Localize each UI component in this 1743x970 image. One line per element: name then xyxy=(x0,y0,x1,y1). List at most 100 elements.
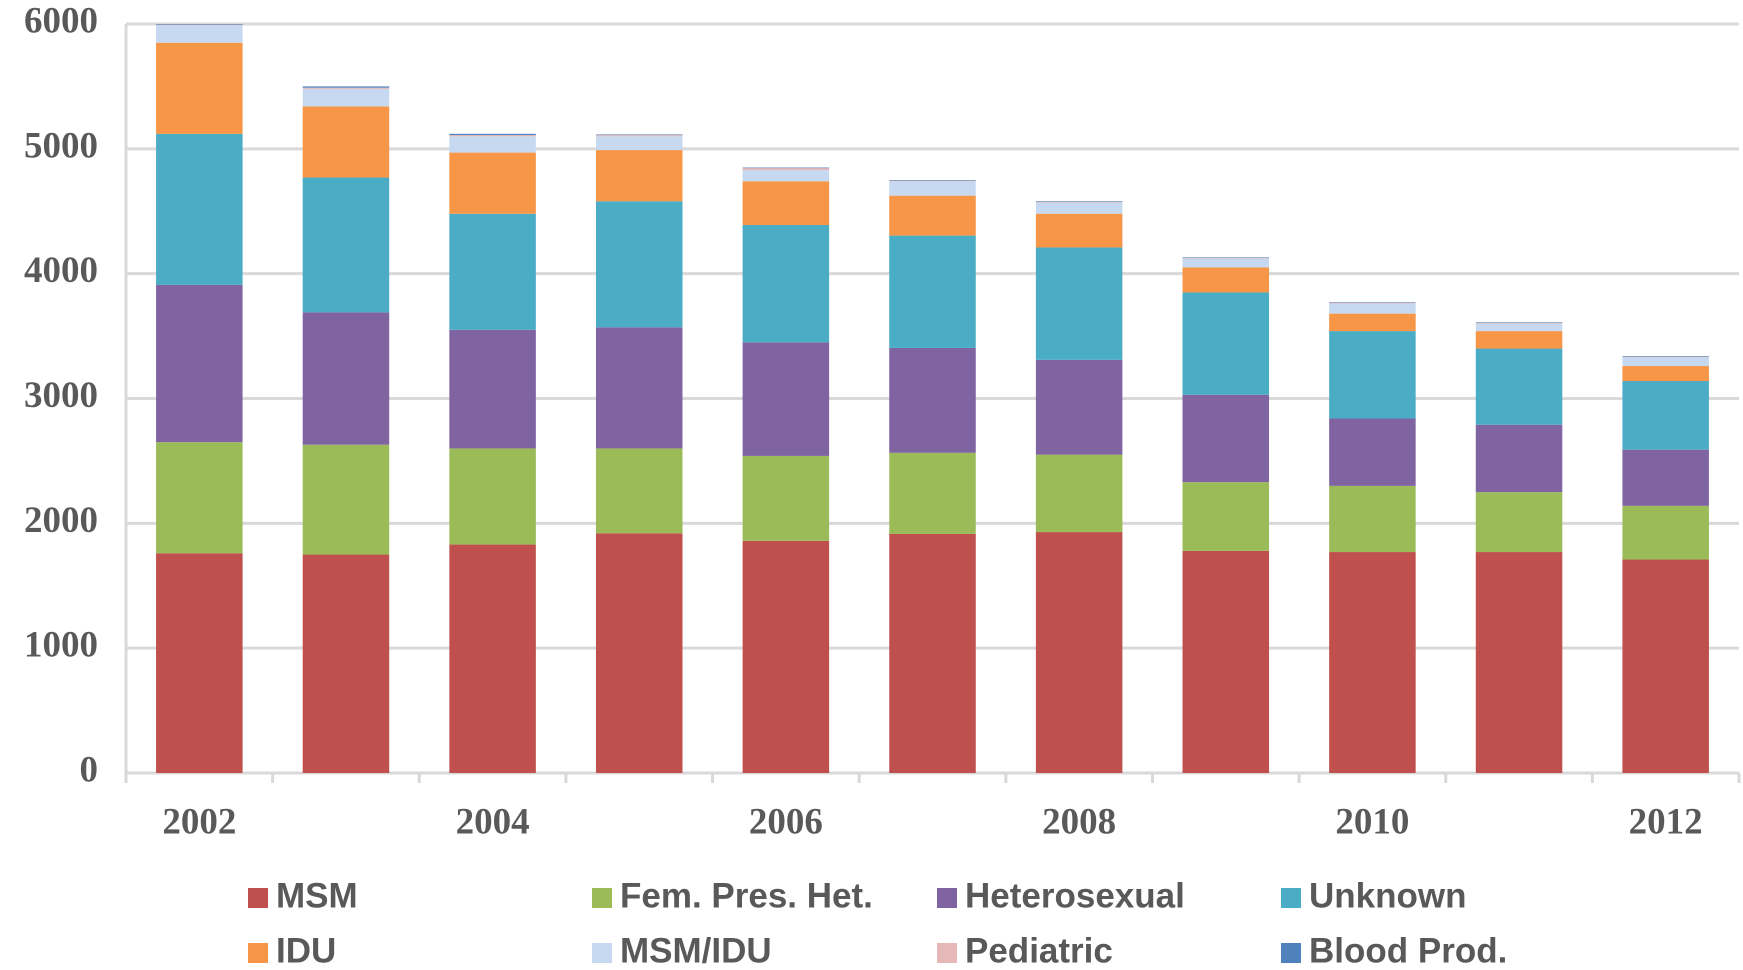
bar-segment xyxy=(449,213,536,330)
legend-swatch xyxy=(937,943,957,963)
bar-segment xyxy=(1035,201,1123,202)
x-tick-label: 2012 xyxy=(1629,801,1703,842)
bar-segment xyxy=(1622,449,1709,506)
bar-segment xyxy=(1622,381,1709,450)
bar-segment xyxy=(1475,322,1563,323)
legend-swatch xyxy=(248,943,268,963)
bar-segment xyxy=(1475,322,1563,324)
bar-segment xyxy=(1622,505,1709,560)
bar-segment xyxy=(156,24,243,26)
x-tick-label: 2010 xyxy=(1335,801,1409,842)
bar-segment xyxy=(595,136,683,151)
y-tick-label: 0 xyxy=(80,749,99,790)
bar-segment xyxy=(1329,303,1416,314)
legend-swatch xyxy=(1281,888,1301,908)
x-tick-label: 2002 xyxy=(162,801,236,842)
bar-segment xyxy=(742,540,830,773)
bar-segment xyxy=(302,87,390,89)
legend-label: IDU xyxy=(276,931,336,970)
bar-segment xyxy=(889,181,976,196)
bar-segment xyxy=(156,133,243,285)
x-tick-label: 2006 xyxy=(749,801,823,842)
legend-label: MSM xyxy=(276,876,358,915)
bar-segment xyxy=(1329,418,1416,486)
bar-segment xyxy=(595,448,683,534)
bar-segment xyxy=(1475,552,1563,773)
legend-swatch xyxy=(1281,943,1301,963)
y-tick-label: 4000 xyxy=(24,250,98,291)
bar-segment xyxy=(742,170,830,182)
x-tick-label: 2008 xyxy=(1042,801,1116,842)
bar-segment xyxy=(1329,331,1416,419)
bar-segment xyxy=(595,135,683,137)
bar-segment xyxy=(1475,348,1563,425)
bar-segment xyxy=(302,88,390,107)
legend-swatch xyxy=(592,888,612,908)
bar-segment xyxy=(1182,550,1270,773)
bar-segment xyxy=(742,224,830,343)
bar-segment xyxy=(1182,258,1270,268)
bar-segment xyxy=(595,150,683,202)
bar-segment xyxy=(1329,303,1416,304)
legend-label: Heterosexual xyxy=(965,876,1185,915)
bar-segment xyxy=(595,134,683,136)
bar-segment xyxy=(742,455,830,541)
bar-segment xyxy=(742,168,830,171)
bar-segment xyxy=(1182,258,1270,259)
bar-segment xyxy=(449,133,536,136)
bar-segment xyxy=(1182,482,1270,551)
y-tick-label: 2000 xyxy=(24,500,98,541)
bar-segment xyxy=(1035,201,1123,203)
bar-segment xyxy=(1182,292,1270,395)
bar-segment xyxy=(1035,213,1123,248)
legend-label: Pediatric xyxy=(965,931,1113,970)
bar-segment xyxy=(1329,313,1416,332)
bar-segment xyxy=(302,86,390,88)
bar-segment xyxy=(1475,492,1563,553)
bar-segment xyxy=(302,444,390,555)
bar-segment xyxy=(1182,394,1270,483)
bar-segment xyxy=(156,553,243,773)
y-tick-label: 6000 xyxy=(24,0,98,41)
bar-segment xyxy=(302,106,390,178)
bar-segment xyxy=(1035,359,1123,455)
bar-segment xyxy=(889,347,976,453)
legend-swatch xyxy=(937,888,957,908)
bar-segment xyxy=(1182,257,1270,259)
bar-segment xyxy=(449,329,536,449)
bar-segment xyxy=(889,180,976,181)
legend-swatch xyxy=(248,888,268,908)
bar-segment xyxy=(156,24,243,25)
bar-segment xyxy=(595,533,683,773)
bar-segment xyxy=(302,554,390,773)
bar-segment xyxy=(1622,356,1709,358)
y-tick-label: 3000 xyxy=(24,375,98,416)
bar-segment xyxy=(1475,424,1563,493)
bar-segment xyxy=(302,312,390,445)
bar-segment xyxy=(1035,247,1123,360)
bar-segment xyxy=(156,42,243,134)
bar-segment xyxy=(889,180,976,182)
legend-label: Fem. Pres. Het. xyxy=(620,876,873,915)
legend-swatch xyxy=(592,943,612,963)
bar-segment xyxy=(449,135,536,137)
y-tick-label: 5000 xyxy=(24,125,98,166)
legend-label: Blood Prod. xyxy=(1309,931,1507,970)
bar-segment xyxy=(595,201,683,328)
bar-segment xyxy=(1182,267,1270,293)
bar-segment xyxy=(595,327,683,449)
bar-segment xyxy=(742,342,830,456)
bar-segment xyxy=(1035,532,1123,773)
bar-segment xyxy=(1622,357,1709,367)
bar-segment xyxy=(889,533,976,773)
bar-segment xyxy=(1622,356,1709,357)
bar-segment xyxy=(742,167,830,169)
bar-segment xyxy=(1329,302,1416,304)
bar-segment xyxy=(889,235,976,348)
bar-segment xyxy=(302,177,390,313)
bar-segment xyxy=(449,136,536,153)
bar-segment xyxy=(1329,485,1416,553)
bar-segment xyxy=(156,442,243,554)
bar-segment xyxy=(156,284,243,443)
